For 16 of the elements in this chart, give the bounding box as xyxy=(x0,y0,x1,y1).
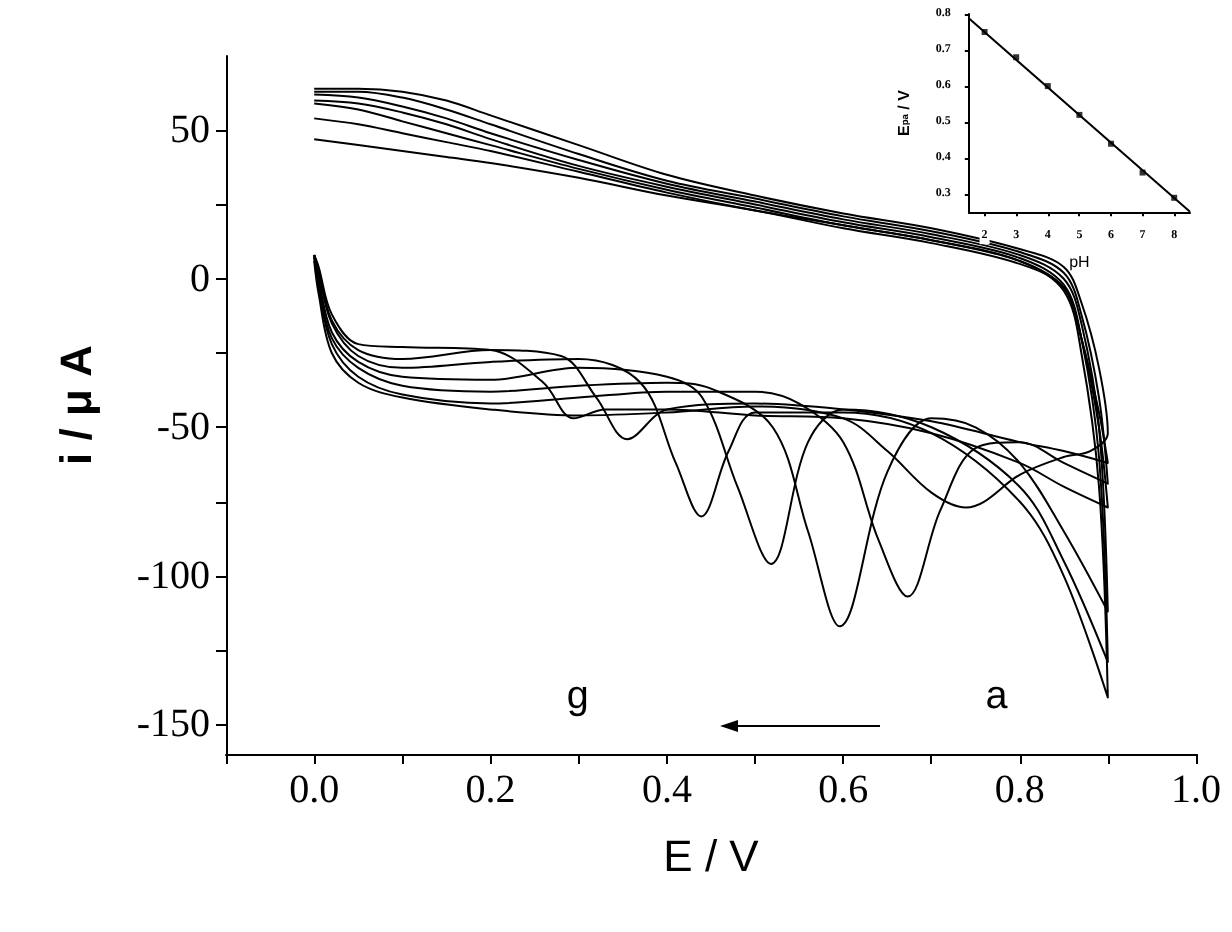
y-tick-label: -50 xyxy=(156,405,210,450)
y-tick-label: 50 xyxy=(170,108,210,153)
x-axis-title: E / V xyxy=(663,831,760,881)
annotation: g xyxy=(566,673,589,718)
x-tick-label: 1.0 xyxy=(1171,768,1221,812)
x-tick-label: 0.4 xyxy=(641,768,692,812)
x-tick-label: 0.8 xyxy=(994,768,1045,812)
y-tick-label: 0 xyxy=(190,256,210,301)
x-axis-title: pH xyxy=(1069,253,1091,271)
x-tick-label: 0.6 xyxy=(818,768,869,812)
y-axis-title: i / μ A xyxy=(51,344,101,465)
y-tick-label: -150 xyxy=(136,702,210,747)
y-tick-label: -100 xyxy=(136,553,210,598)
annotation: a xyxy=(985,673,1008,718)
x-tick-label: 0.2 xyxy=(465,768,516,812)
x-tick-label: 0.0 xyxy=(289,768,340,812)
